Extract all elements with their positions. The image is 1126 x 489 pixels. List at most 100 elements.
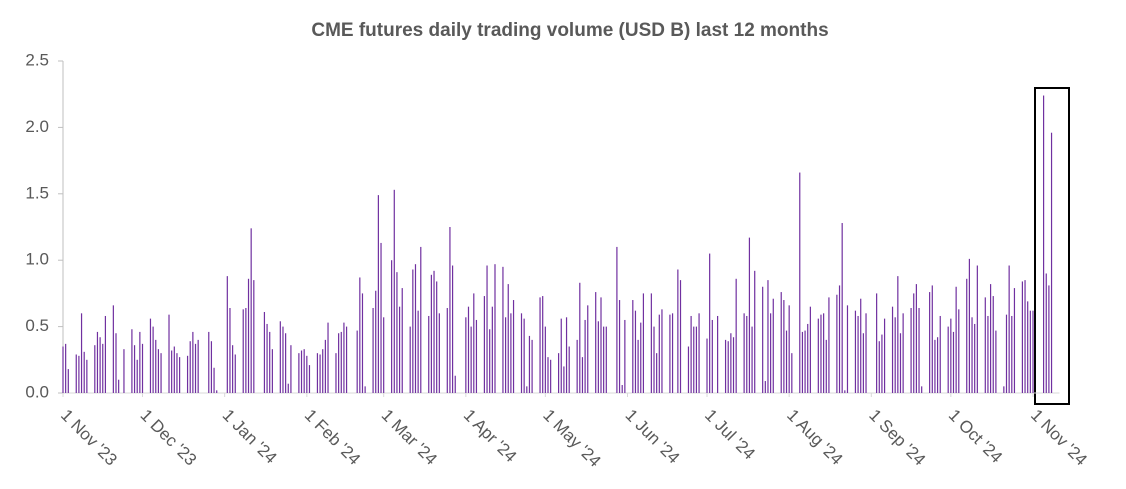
bar bbox=[785, 330, 788, 393]
bar bbox=[661, 309, 663, 393]
bar bbox=[984, 297, 986, 393]
bar bbox=[883, 318, 886, 393]
bar bbox=[253, 280, 255, 393]
bar bbox=[860, 298, 862, 393]
bar bbox=[828, 297, 830, 393]
bar bbox=[494, 264, 496, 393]
bar bbox=[186, 355, 189, 393]
y-tick-label: 1.5 bbox=[25, 183, 49, 202]
x-tick-label: 1 Mar '24 bbox=[378, 406, 441, 469]
bar bbox=[364, 386, 366, 393]
x-tick-label: 1 Jun '24 bbox=[622, 406, 684, 468]
bar bbox=[486, 265, 488, 393]
y-tick-label: 0.5 bbox=[25, 316, 49, 335]
bar bbox=[878, 341, 880, 393]
bar bbox=[955, 286, 957, 393]
bar bbox=[391, 260, 393, 393]
bar bbox=[75, 354, 77, 393]
bar bbox=[621, 385, 623, 393]
bar bbox=[687, 346, 690, 393]
bar bbox=[266, 323, 268, 393]
bar bbox=[271, 349, 273, 393]
bar bbox=[576, 339, 578, 393]
bar bbox=[335, 353, 337, 393]
y-tick-label: 0.0 bbox=[25, 382, 49, 401]
bar bbox=[393, 189, 395, 393]
bar bbox=[285, 333, 287, 393]
bar bbox=[1021, 281, 1023, 393]
bar bbox=[83, 351, 85, 393]
bar bbox=[324, 339, 326, 393]
bar bbox=[825, 339, 827, 393]
bar bbox=[189, 341, 191, 393]
bar bbox=[380, 242, 382, 393]
bar bbox=[149, 318, 152, 393]
bar bbox=[216, 390, 218, 393]
bar bbox=[319, 354, 321, 393]
y-tick-label: 2.5 bbox=[25, 50, 49, 69]
bar bbox=[1048, 285, 1050, 393]
bar bbox=[242, 309, 244, 393]
bar bbox=[210, 341, 213, 393]
bar bbox=[414, 264, 417, 393]
x-tick-label: 1 Nov '24 bbox=[1027, 406, 1091, 470]
bar bbox=[772, 298, 774, 393]
bar bbox=[160, 353, 162, 393]
bar bbox=[1024, 280, 1026, 393]
bar bbox=[133, 345, 136, 393]
bar bbox=[634, 310, 637, 393]
bar bbox=[542, 296, 544, 393]
bar bbox=[449, 227, 451, 393]
bar bbox=[921, 386, 923, 393]
x-tick-label: 1 Apr '24 bbox=[460, 406, 521, 467]
bar bbox=[603, 326, 605, 393]
x-tick-label: 1 Sep '24 bbox=[865, 406, 929, 470]
bar bbox=[171, 350, 173, 393]
bar bbox=[433, 270, 435, 393]
bar bbox=[234, 354, 236, 393]
bar bbox=[820, 314, 822, 393]
bar bbox=[995, 330, 997, 393]
bar bbox=[587, 305, 589, 393]
bar bbox=[560, 318, 562, 393]
bar bbox=[308, 365, 311, 393]
bar bbox=[918, 308, 920, 393]
bar bbox=[915, 284, 917, 393]
bar bbox=[338, 333, 340, 393]
bar bbox=[67, 369, 69, 393]
bar bbox=[436, 281, 438, 393]
bar bbox=[595, 292, 597, 393]
bar bbox=[751, 326, 753, 393]
x-tick-label: 1 Jan '24 bbox=[219, 406, 281, 468]
bar bbox=[1050, 132, 1053, 393]
bar bbox=[131, 329, 133, 393]
bar bbox=[322, 349, 324, 393]
x-tick-label: 1 Feb '24 bbox=[301, 406, 364, 469]
bar bbox=[1003, 386, 1005, 393]
bar bbox=[512, 300, 515, 393]
bar bbox=[401, 288, 403, 393]
bar bbox=[383, 317, 385, 393]
bar bbox=[197, 339, 199, 393]
bar bbox=[475, 319, 478, 393]
bar bbox=[764, 381, 766, 393]
bar bbox=[157, 349, 160, 393]
bar bbox=[269, 331, 271, 393]
bar bbox=[709, 253, 711, 393]
bar bbox=[958, 309, 960, 393]
bar bbox=[104, 315, 107, 393]
bar bbox=[298, 353, 300, 393]
bar bbox=[600, 297, 602, 393]
bar bbox=[377, 195, 379, 393]
bar bbox=[690, 315, 692, 393]
bar bbox=[279, 321, 281, 393]
bar bbox=[679, 280, 682, 393]
bar bbox=[706, 338, 708, 393]
bar bbox=[372, 308, 374, 393]
bar bbox=[717, 315, 719, 393]
bar bbox=[356, 330, 358, 393]
bar bbox=[857, 315, 859, 393]
bar bbox=[968, 258, 970, 393]
bar bbox=[658, 314, 660, 393]
bar bbox=[340, 331, 342, 393]
